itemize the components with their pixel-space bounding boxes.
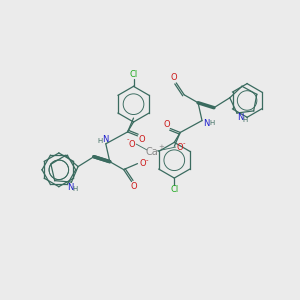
Text: N: N	[203, 119, 209, 128]
Text: O: O	[163, 120, 170, 129]
Text: -: -	[146, 158, 148, 164]
Text: N: N	[103, 135, 109, 144]
Text: H: H	[97, 138, 103, 144]
Text: O: O	[138, 135, 145, 144]
Text: -: -	[182, 140, 185, 146]
Text: O: O	[129, 140, 136, 148]
Text: O: O	[171, 74, 178, 82]
Text: N: N	[67, 183, 74, 192]
Text: +: +	[158, 144, 164, 150]
Text: O: O	[139, 159, 146, 168]
Text: N: N	[237, 113, 243, 122]
Text: O: O	[130, 182, 137, 191]
Text: -: -	[127, 136, 130, 142]
Text: Cl: Cl	[170, 185, 178, 194]
Text: H: H	[73, 186, 78, 192]
Text: Ca: Ca	[146, 147, 158, 157]
Text: H: H	[209, 120, 214, 126]
Text: O: O	[176, 142, 183, 152]
Text: Cl: Cl	[129, 70, 138, 79]
Text: H: H	[242, 117, 247, 123]
